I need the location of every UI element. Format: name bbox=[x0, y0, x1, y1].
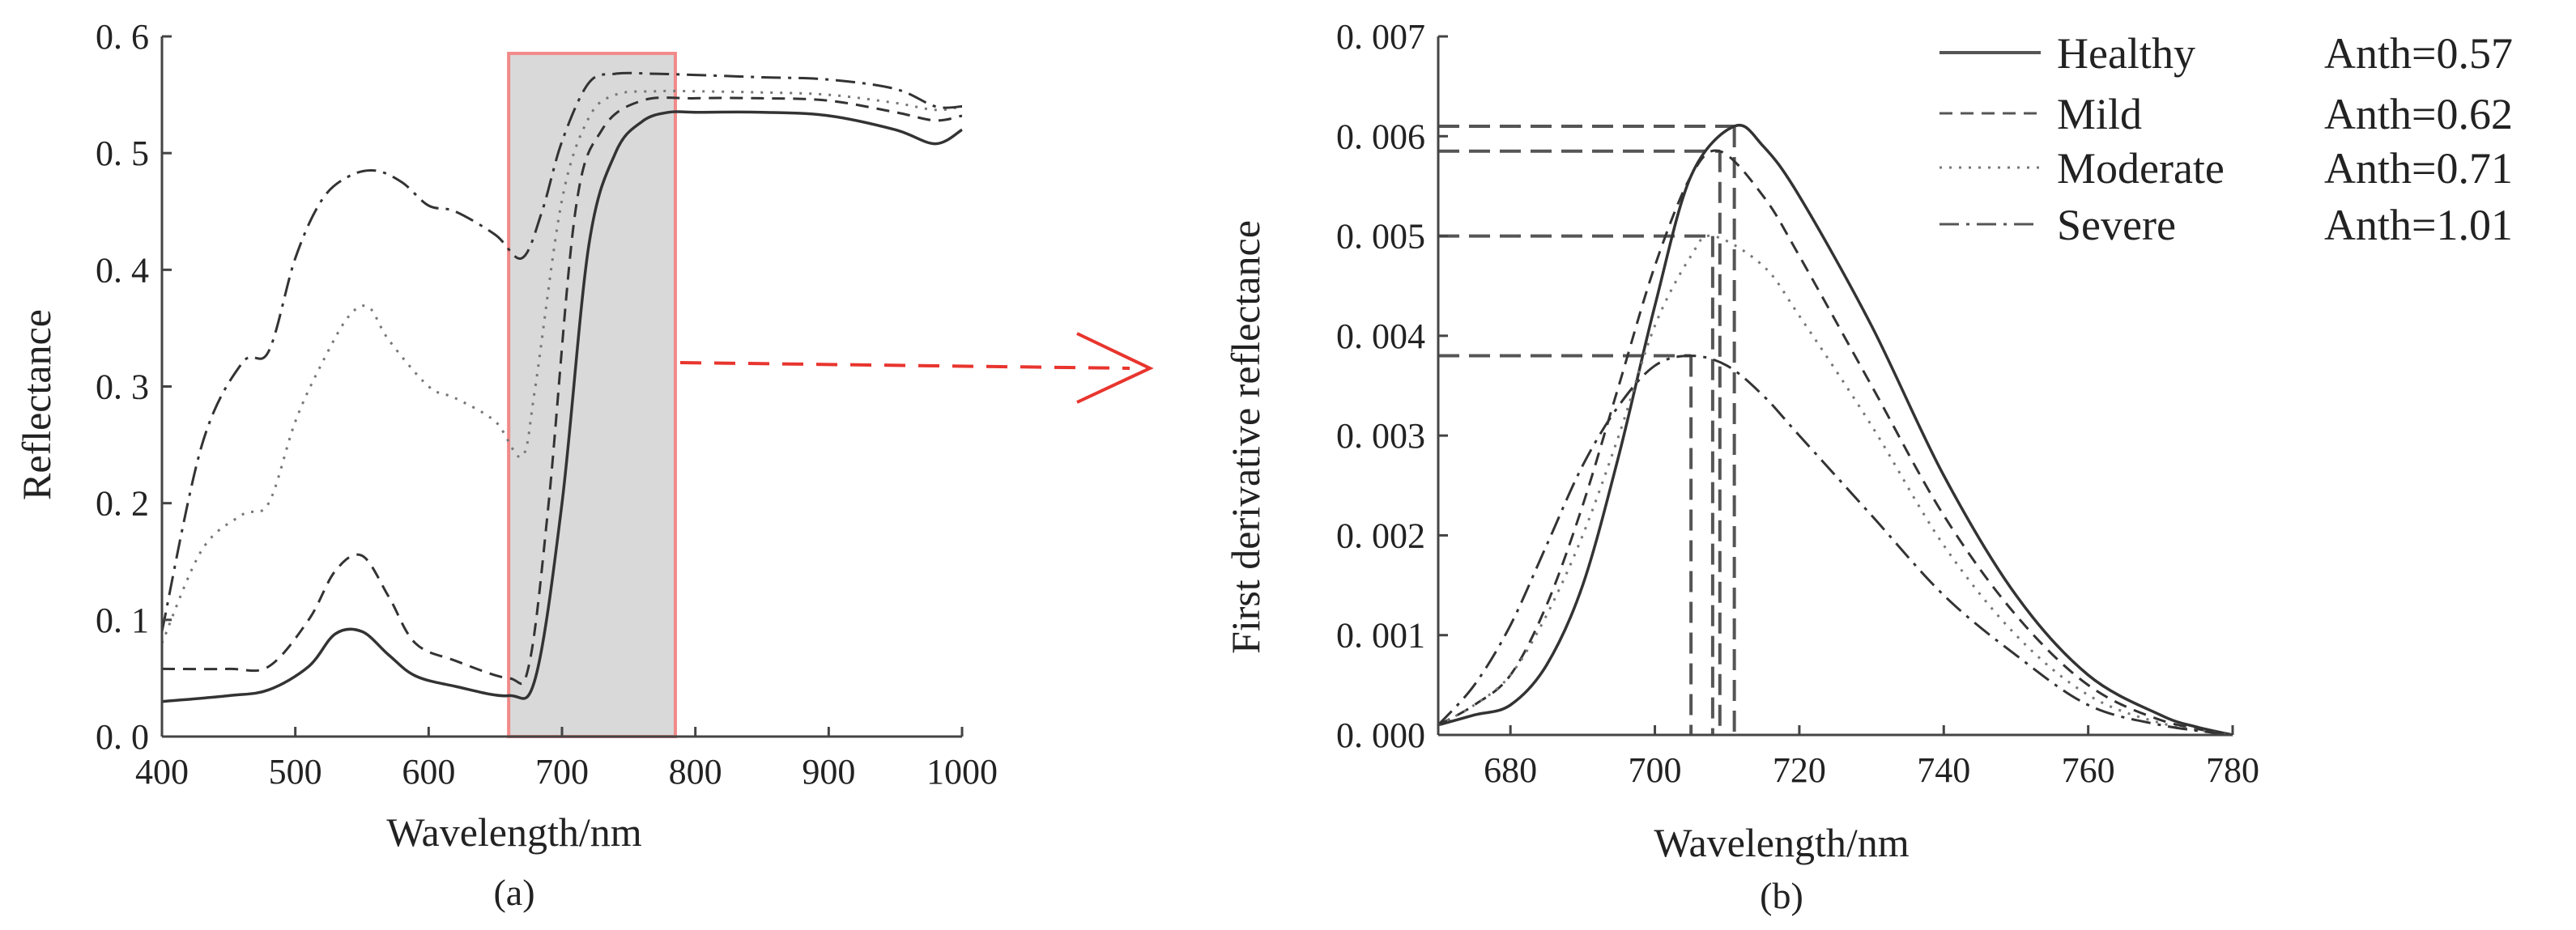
legend-label-mild: Mild bbox=[2057, 90, 2142, 138]
legend: Healthy Anth=0.57 Mild Anth=0.62 Moderat… bbox=[1939, 29, 2513, 249]
panel-b-y-tick-label: 0. 000 bbox=[1336, 716, 1425, 755]
legend-entry-healthy: Healthy Anth=0.57 bbox=[1939, 29, 2513, 78]
panel-a-y-tick-label: 0. 3 bbox=[96, 367, 149, 407]
panel-b-y-tick-label: 0. 006 bbox=[1336, 117, 1425, 156]
panel-b-x-tick-label: 760 bbox=[2062, 750, 2115, 790]
panel-a-x-ticks: 400 500 600 700 800 900 1000 bbox=[135, 727, 998, 792]
legend-label-healthy: Healthy bbox=[2057, 29, 2195, 78]
panel-b-series-mild bbox=[1437, 149, 2233, 737]
legend-anth-healthy: Anth=0.57 bbox=[2324, 29, 2513, 78]
panel-b-y-ticks: 0. 000 0. 001 0. 002 0. 003 0. 004 0. 005 0. 0… bbox=[1336, 17, 1448, 755]
panel-a-x-tick-label: 900 bbox=[802, 752, 855, 792]
panel-b-series-moderate bbox=[1437, 234, 2233, 737]
panel-a-chart: 400 500 600 700 800 900 1000 0. 00. 10. 20. 30… bbox=[14, 17, 998, 913]
panel-a-y-tick-label: 0. 2 bbox=[96, 484, 149, 524]
legend-anth-mild: Anth=0.62 bbox=[2324, 90, 2513, 138]
panel-b-peak-guides bbox=[1438, 124, 1736, 735]
panel-b-series-severe bbox=[1437, 354, 2233, 737]
panel-a-x-axis-label: Wavelength/nm bbox=[386, 809, 641, 855]
panel-b-x-tick-label: 780 bbox=[2206, 750, 2259, 790]
panel-b-y-tick-label: 0. 003 bbox=[1336, 416, 1425, 456]
panel-b-y-tick-label: 0. 004 bbox=[1336, 316, 1425, 356]
panel-a-x-tick-label: 400 bbox=[135, 752, 189, 792]
panel-b-x-tick-label: 720 bbox=[1773, 750, 1826, 790]
panel-a-series-moderate bbox=[160, 89, 963, 644]
panel-a-y-tick-label: 0. 0 bbox=[96, 717, 149, 757]
legend-anth-moderate: Anth=0.71 bbox=[2324, 144, 2513, 193]
panel-b-series-healthy bbox=[1437, 123, 2233, 737]
panel-b-y-tick-label: 0. 007 bbox=[1336, 17, 1425, 57]
legend-anth-severe: Anth=1.01 bbox=[2324, 201, 2513, 249]
panel-a-series-mild bbox=[161, 96, 963, 686]
panel-b-x-ticks: 680 700 720 740 760 780 bbox=[1484, 725, 2259, 790]
panel-a-y-ticks: 0. 0 0. 1 0. 2 0. 3 0. 4 0. 5 0. 6 bbox=[96, 17, 172, 757]
panel-b-x-tick-label: 680 bbox=[1484, 750, 1537, 790]
panel-b-y-tick-label: 0. 005 bbox=[1336, 217, 1425, 257]
panel-b-caption: (b) bbox=[1760, 875, 1803, 916]
legend-entry-severe: Severe Anth=1.01 bbox=[1939, 201, 2513, 249]
legend-label-severe: Severe bbox=[2057, 201, 2176, 249]
panel-a-y-tick-label: 0. 6 bbox=[96, 17, 149, 57]
zoom-arrow bbox=[679, 332, 1154, 404]
panel-a-highlight-region bbox=[507, 52, 677, 738]
panel-a-x-tick-label: 500 bbox=[269, 752, 322, 792]
panel-a-series-healthy bbox=[161, 110, 963, 703]
panel-b-y-tick-label: 0. 001 bbox=[1336, 616, 1425, 656]
legend-entry-mild: Mild Anth=0.62 bbox=[1939, 90, 2513, 138]
panel-b-y-axis-label: First derivative reflectance bbox=[1223, 220, 1268, 654]
panel-b-x-axis-label: Wavelength/nm bbox=[1654, 820, 1909, 865]
panel-a-y-tick-label: 0. 1 bbox=[96, 601, 149, 640]
panel-a-y-tick-label: 0. 4 bbox=[96, 250, 149, 290]
panel-a-x-tick-label: 800 bbox=[669, 752, 722, 792]
panel-b-y-tick-label: 0. 002 bbox=[1336, 516, 1425, 555]
panel-a-caption: (a) bbox=[493, 872, 534, 913]
panel-a-y-axis-label: Reflectance bbox=[14, 309, 59, 500]
legend-entry-moderate: Moderate Anth=0.71 bbox=[1939, 144, 2513, 193]
panel-b-series-lines bbox=[1437, 123, 2233, 737]
panel-a-series-severe bbox=[160, 71, 963, 632]
panel-a-x-tick-label: 600 bbox=[402, 752, 455, 792]
legend-label-moderate: Moderate bbox=[2057, 144, 2225, 193]
panel-a-x-tick-label: 1000 bbox=[926, 752, 998, 792]
panel-b-x-tick-label: 740 bbox=[1917, 750, 1970, 790]
panel-b-x-tick-label: 700 bbox=[1629, 750, 1682, 790]
panel-a-y-tick-label: 0. 5 bbox=[96, 134, 149, 173]
panel-a-x-tick-label: 700 bbox=[535, 752, 589, 792]
panel-a-series-lines bbox=[160, 71, 963, 703]
